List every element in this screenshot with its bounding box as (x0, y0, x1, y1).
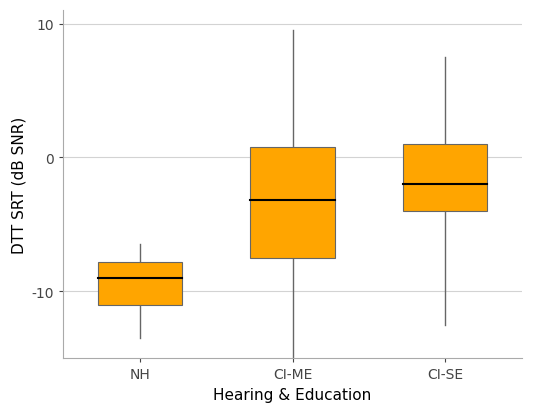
X-axis label: Hearing & Education: Hearing & Education (213, 387, 372, 402)
Bar (403, 145, 488, 211)
Y-axis label: DTT SRT (dB SNR): DTT SRT (dB SNR) (11, 116, 26, 253)
Bar (98, 262, 182, 305)
Bar (251, 147, 335, 258)
